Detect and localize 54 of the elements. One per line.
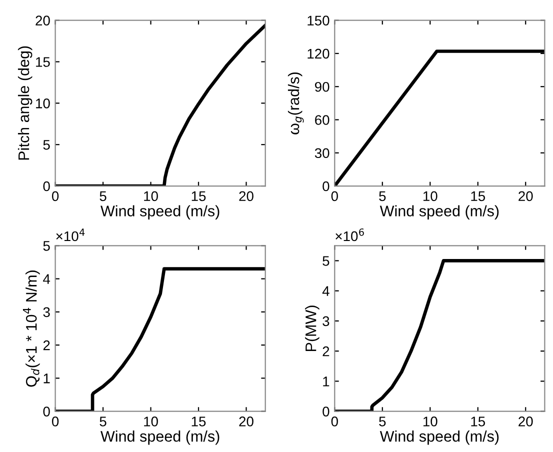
y-axis-title: ω$_{g}$(rad/s) xyxy=(288,72,304,134)
x-tick-label: 0 xyxy=(52,191,59,202)
y-tick-label: 0 xyxy=(43,181,50,192)
y-axis-title: Q$_{d}$(×1 * 10$^{4}$ N/m) xyxy=(22,270,40,387)
y-tick-label: 90 xyxy=(315,82,330,92)
x-tick-label: 20 xyxy=(239,416,254,426)
x-tick-label: 10 xyxy=(423,191,438,202)
y-tick-label: 120 xyxy=(308,48,330,59)
y-tick-label: 2 xyxy=(322,346,330,356)
x-tick-label: 5 xyxy=(100,191,106,202)
y-tick-label: 4 xyxy=(322,286,330,296)
x-tick-label: 15 xyxy=(471,191,486,202)
y-axis-title: Pitch angle (deg) xyxy=(18,46,32,160)
x-tick-label: 0 xyxy=(331,416,338,426)
line-series xyxy=(55,24,266,186)
y-tick-label: 4 xyxy=(43,274,50,284)
x-axis-title: Wind speed (m/s) xyxy=(380,430,499,445)
y-axis-title: P(MW) xyxy=(305,306,320,351)
x-tick-label: 5 xyxy=(379,416,386,426)
x-tick-label: 15 xyxy=(192,191,206,202)
x-tick-label: 20 xyxy=(518,416,533,426)
x-tick-label: 5 xyxy=(379,191,386,202)
x-tick-label: 0 xyxy=(52,416,59,426)
x-tick-label: 15 xyxy=(192,416,206,426)
y-tick-label: 1 xyxy=(323,376,330,386)
x-axis-title: Wind speed (m/s) xyxy=(100,430,220,445)
x-tick-label: 10 xyxy=(144,191,158,202)
y-tick-label: 0 xyxy=(322,181,330,192)
x-tick-label: 10 xyxy=(423,416,438,426)
y-tick-label: 20 xyxy=(36,16,50,26)
y-tick-label: 0 xyxy=(43,406,50,416)
y-tick-label: 2 xyxy=(43,340,50,350)
x-tick-label: 10 xyxy=(144,416,158,426)
y-tick-label: 10 xyxy=(36,98,50,108)
x-tick-label: 20 xyxy=(518,191,533,202)
y-tick-label: 1 xyxy=(44,374,50,384)
x-tick-label: 20 xyxy=(239,191,254,202)
y-tick-label: 150 xyxy=(308,16,330,26)
y-tick-label: 30 xyxy=(314,148,330,158)
y-tick-label: 3 xyxy=(322,316,330,326)
x-tick-label: 5 xyxy=(100,416,106,426)
y-tick-label: 5 xyxy=(43,241,50,251)
x-axis-title: Wind speed (m/s) xyxy=(100,205,220,220)
y-tick-label: 0 xyxy=(322,406,330,416)
y-tick-label: 5 xyxy=(322,256,330,266)
y-tick-label: 5 xyxy=(43,140,50,150)
text: ×10$^{6}$ xyxy=(336,228,364,242)
y-tick-label: 15 xyxy=(36,57,50,67)
x-tick-label: 0 xyxy=(331,191,338,202)
text: ×10$^{4}$ xyxy=(56,228,85,242)
x-tick-label: 15 xyxy=(471,416,486,426)
x-axis-title: Wind speed (m/s) xyxy=(380,205,499,220)
y-tick-label: 60 xyxy=(315,115,330,125)
y-tick-label: 3 xyxy=(43,307,50,318)
